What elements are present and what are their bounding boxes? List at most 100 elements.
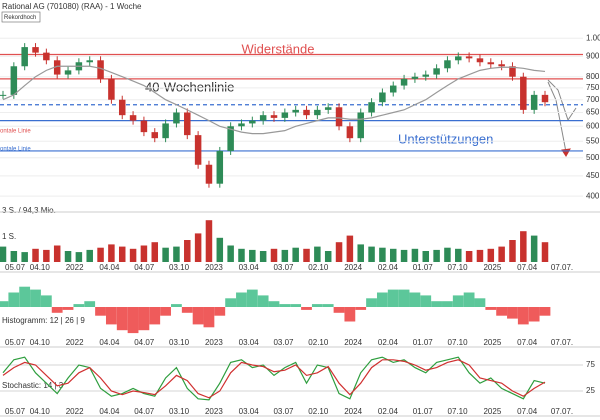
volume-bar	[118, 246, 126, 262]
x-tick-label: 04.04	[99, 263, 120, 272]
plot: 1.000 900 800 750 700 650 600 550 500 450 400 05.07…	[0, 33, 600, 417]
x-tick-label: 02.04	[378, 407, 399, 416]
x-tick-label: 04.07	[134, 263, 155, 272]
volume-bar	[32, 248, 39, 262]
volume-sublabel: 1 S.	[2, 232, 16, 241]
x-tick-label: 2025	[483, 338, 501, 347]
volume-bar	[314, 246, 321, 262]
candle	[498, 64, 505, 67]
volume-bar	[259, 251, 267, 262]
candle	[400, 78, 408, 86]
macd-bar	[387, 289, 399, 307]
macd-bar	[84, 301, 96, 307]
x-tick-label: 02.10	[308, 263, 329, 272]
y-tick-label: 650	[586, 108, 600, 117]
y-tick-label: 750	[586, 83, 600, 92]
candle	[108, 78, 115, 100]
x-tick-label: 2023	[205, 263, 223, 272]
x-tick-label: 05.07	[5, 407, 26, 416]
volume-bar	[216, 237, 224, 262]
macd-bar	[40, 295, 52, 307]
macd-bar	[51, 307, 63, 313]
badge-box	[1, 11, 41, 23]
macd-bar	[19, 286, 31, 307]
x-tick-label: 04.04	[99, 407, 120, 416]
x-tick-label: 07.10	[448, 263, 469, 272]
volume-bar	[97, 247, 104, 262]
candle	[444, 60, 451, 69]
candle	[324, 107, 332, 110]
macd-bar	[95, 307, 106, 316]
macd-bar	[279, 304, 291, 307]
candle	[292, 109, 299, 113]
volume-bar	[379, 247, 386, 262]
y-tick-label: 1.000	[586, 33, 600, 42]
macd-bar	[442, 301, 453, 307]
hline-label: ontale Linie	[0, 129, 31, 135]
volume-bar	[0, 246, 7, 262]
macd-bar	[225, 298, 237, 307]
macd-bar	[463, 292, 475, 307]
volume-bar	[433, 249, 440, 262]
x-tick-label: 03.04	[239, 407, 260, 416]
volume-bar	[530, 235, 538, 262]
candle	[238, 123, 245, 127]
macd-bar	[236, 292, 247, 307]
candle	[281, 112, 289, 118]
volume-bar	[422, 251, 430, 262]
x-tick-label: 07.10	[448, 407, 469, 416]
macd-bar	[268, 301, 280, 307]
volume-bar	[21, 252, 28, 262]
x-tick-label: 02.10	[308, 338, 329, 347]
macd-bar	[496, 307, 508, 316]
volume-bar	[357, 244, 364, 262]
macd-bar	[8, 292, 20, 307]
macd-bar	[398, 289, 410, 307]
x-tick-label: 03.10	[169, 338, 190, 347]
volume-bar	[173, 246, 180, 262]
candle	[487, 62, 495, 65]
macd-bar	[149, 307, 161, 325]
volume-bar	[10, 251, 18, 262]
macd-bar	[192, 307, 204, 325]
volume-bar	[465, 251, 473, 262]
volume-bar	[194, 233, 202, 262]
x-tick-label: 04.10	[30, 407, 51, 416]
stoch-line	[2, 356, 546, 401]
candle	[270, 115, 278, 118]
macd-bar	[0, 301, 9, 307]
volume-bar	[53, 245, 61, 262]
x-tick-label: 07.04	[517, 263, 538, 272]
macd-bar	[420, 295, 432, 307]
volume-bar	[455, 248, 462, 262]
macd-bar	[257, 295, 269, 307]
candle	[21, 47, 28, 67]
x-tick-label: 02.10	[308, 407, 329, 416]
candle	[389, 85, 397, 93]
x-tick-label: 04.07	[134, 338, 155, 347]
y-tick-label: 800	[586, 72, 600, 81]
volume-bar	[205, 220, 213, 262]
volume-bar	[64, 251, 72, 262]
macd-bar	[507, 307, 518, 319]
x-tick-label: 02.04	[378, 263, 399, 272]
candle	[249, 120, 256, 124]
volume-bar	[184, 240, 191, 262]
x-tick-label: 2023	[205, 407, 223, 416]
macd-bar	[431, 301, 442, 307]
volume-bar	[86, 249, 93, 262]
x-tick-label: 2022	[66, 338, 84, 347]
candle	[0, 94, 7, 96]
x-tick-label: 2025	[483, 407, 501, 416]
candle	[379, 92, 386, 103]
macd-bar	[138, 307, 150, 331]
macd-bar	[116, 307, 128, 331]
macd-bar	[311, 304, 323, 307]
x-tick-label: 07.04	[517, 407, 538, 416]
x-tick-label: 2022	[66, 407, 84, 416]
candle	[64, 70, 72, 75]
candle	[476, 58, 484, 63]
x-tick-label: 05.07	[5, 338, 26, 347]
stoch-line	[2, 359, 546, 399]
macd-bar	[160, 307, 171, 316]
